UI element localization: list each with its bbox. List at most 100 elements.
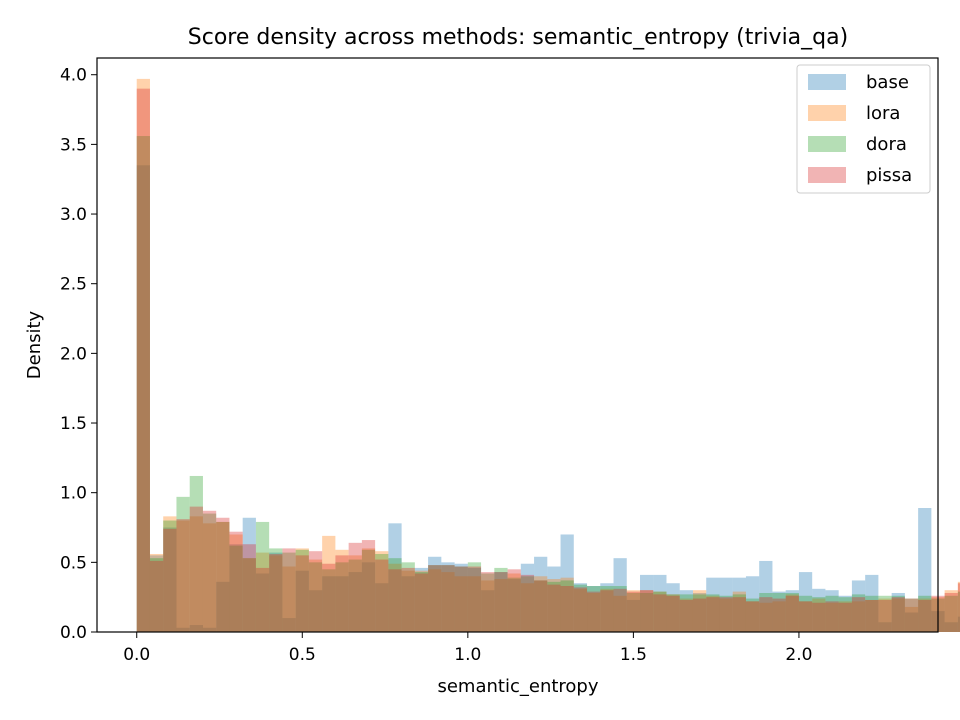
bar-lora (454, 576, 468, 632)
bar-pissa (706, 597, 720, 632)
bar-lora (163, 516, 177, 632)
bar-pissa (520, 574, 535, 632)
bar-pissa (798, 601, 813, 632)
bar-dora (335, 562, 349, 632)
bar-lora (918, 598, 932, 632)
bar-base (626, 599, 640, 632)
bar-base (454, 563, 468, 632)
bar-base (534, 556, 548, 632)
bar-pissa (719, 597, 733, 632)
bar-lora (679, 598, 693, 632)
bar-lora (944, 590, 958, 632)
bar-pissa (918, 599, 932, 632)
legend-label-pissa: pissa (866, 165, 912, 186)
bar-pissa (745, 601, 760, 632)
bar-base (507, 579, 521, 632)
bar-pissa (163, 528, 177, 632)
bar-base (772, 591, 786, 632)
bar-lora (176, 520, 190, 632)
bar-pissa (865, 599, 879, 632)
bar-dora (282, 552, 296, 632)
bar-lora (481, 580, 495, 632)
bar-pissa (560, 586, 574, 632)
bar-dora (216, 521, 230, 632)
bar-lora (560, 577, 574, 632)
bar-base (798, 572, 813, 632)
legend-label-dora: dora (866, 134, 907, 155)
legend: base lora dora pissa (796, 64, 931, 194)
bar-dora (308, 562, 323, 632)
bar-base (414, 567, 429, 632)
series-dora (136, 136, 960, 632)
bar-dora (732, 594, 746, 632)
bar-lora (216, 521, 230, 632)
bar-base (189, 625, 203, 632)
bar-pissa (454, 566, 468, 632)
bar-lora (706, 595, 720, 632)
bar-lora (640, 590, 654, 632)
bar-pissa (255, 567, 270, 632)
bar-base (904, 612, 919, 632)
bar-dora (719, 595, 733, 632)
bar-base (361, 562, 376, 632)
bar-pissa (640, 590, 654, 632)
bar-dora (706, 594, 720, 632)
bar-dora (163, 520, 177, 632)
bar-lora (308, 559, 323, 632)
y-tick-label: 3.5 (60, 135, 87, 155)
bar-dora (547, 581, 561, 632)
bar-base (375, 583, 389, 632)
bar-lora (441, 572, 455, 632)
bar-pissa (679, 599, 693, 632)
bar-dora (149, 558, 164, 632)
bar-dora (812, 597, 826, 632)
bar-base (467, 567, 482, 632)
bar-pissa (308, 551, 323, 632)
bar-lora (348, 555, 362, 632)
bar-dora (825, 595, 839, 632)
bar-dora (679, 594, 693, 632)
y-tick-label: 2.0 (60, 344, 87, 364)
bar-dora (481, 573, 495, 632)
bar-base (653, 574, 667, 632)
bar-base (295, 570, 309, 632)
bar-base (547, 566, 561, 632)
bar-dora (785, 592, 799, 632)
legend-swatch-base (808, 74, 846, 90)
bar-pissa (838, 602, 852, 632)
histogram-bars (136, 78, 960, 632)
bar-base (573, 583, 588, 632)
bar-dora (613, 586, 627, 632)
bar-lora (759, 602, 773, 632)
bar-pissa (229, 531, 243, 632)
bar-base (202, 627, 217, 632)
y-tick-label: 1.5 (60, 414, 87, 434)
bar-base (481, 590, 495, 632)
bar-pissa (401, 567, 415, 632)
series-base (136, 165, 960, 632)
bar-lora (335, 549, 349, 632)
bar-base (560, 534, 574, 632)
bar-base (640, 574, 654, 632)
bar-pissa (825, 601, 839, 632)
bar-lora (242, 558, 256, 632)
bar-lora (361, 548, 376, 632)
bar-pissa (136, 88, 150, 632)
bar-lora (745, 601, 760, 632)
x-tick-label: 0.0 (123, 645, 150, 665)
bar-dora (189, 475, 203, 632)
bar-pissa (851, 597, 866, 632)
bar-pissa (467, 566, 482, 632)
bar-base (176, 627, 190, 632)
bar-base (745, 576, 760, 632)
bar-dora (745, 598, 760, 632)
bar-dora (428, 565, 442, 632)
bar-pissa (189, 506, 203, 632)
bar-lora (891, 598, 905, 632)
x-axis-label: semantic_entropy (437, 676, 598, 697)
bar-dora (772, 592, 786, 632)
bar-base (600, 583, 614, 632)
bar-lora (587, 592, 601, 632)
bar-base (401, 576, 415, 632)
bar-pissa (812, 602, 826, 632)
